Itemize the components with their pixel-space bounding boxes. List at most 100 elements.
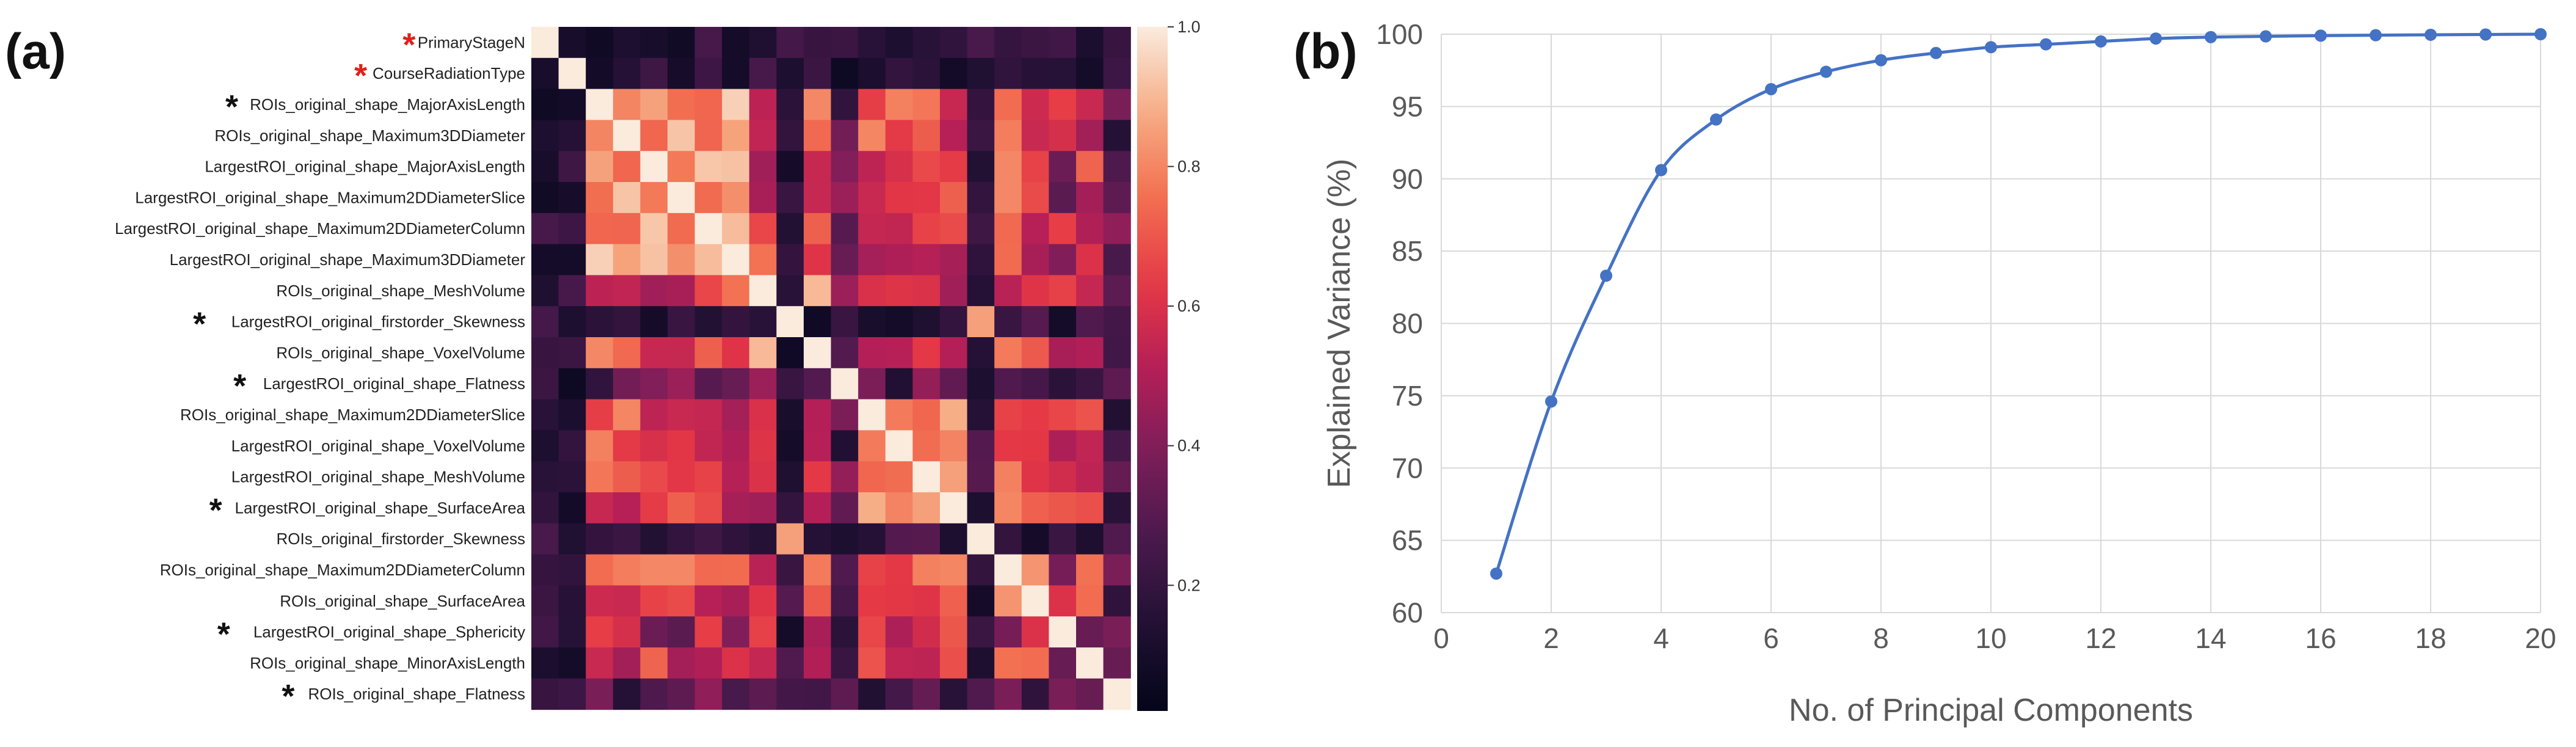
heatmap-cell [613,275,641,307]
heatmap-cell [1103,213,1131,245]
heatmap-cell [1021,151,1049,183]
heatmap-cell [1076,337,1104,369]
heatmap-cell [722,151,750,183]
heatmap-cell [1021,27,1049,59]
heatmap-cell [586,120,614,151]
colorbar-tick-label: 1.0 [1177,18,1201,36]
heatmap-cell [940,89,968,120]
heatmap-cell [994,27,1022,59]
heatmap-cell [1103,678,1131,710]
heatmap-cell [1103,647,1131,679]
heatmap-cell [613,430,641,462]
heatmap-cell [586,151,614,183]
heatmap-cell [1049,585,1077,617]
data-point [1710,113,1722,126]
heatmap-cell [776,151,804,183]
heatmap-cell [694,523,722,555]
heatmap-cell [776,275,804,307]
heatmap-cell [967,244,995,275]
heatmap-cell [722,57,750,90]
heatmap-cell [940,585,968,617]
heatmap-cell [858,368,886,400]
heatmap-cell [1021,120,1049,151]
heatmap-cell [1076,678,1104,710]
heatmap-cell [885,461,913,493]
heatmap-cell [668,492,696,524]
data-point [1930,46,1942,59]
heatmap-cell [885,492,913,524]
heatmap-cell [749,120,777,151]
heatmap-cell [749,244,777,275]
heatmap-cell [994,89,1022,120]
heatmap-cell [531,213,559,245]
heatmap-cell [1076,120,1104,151]
explained-variance-line [1494,32,2541,574]
heatmap-cell [531,492,559,524]
x-tick-label: 10 [1975,622,2006,654]
heatmap-cell [558,430,586,462]
heatmap-cell [668,213,696,245]
heatmap-cell [558,647,586,679]
heatmap-cell [1049,57,1077,90]
explained-variance-panel: 0 2 4 6 8 10 12 14 16 18 20 60 65 70 75 80 85 90 95 100 No. … [1283,0,2576,744]
heatmap-cell [1076,647,1104,679]
heatmap-cell [776,120,804,151]
heatmap-cell [1103,461,1131,493]
heatmap-cell [694,678,722,710]
colorbar-tick-label: 0.8 [1177,158,1201,176]
data-point [1875,54,1887,67]
heatmap-cell [1076,57,1104,90]
heatmap-cell [776,616,804,648]
heatmap-cell [1021,213,1049,245]
heatmap-cell [558,275,586,307]
heatmap-cell [967,585,995,617]
heatmap-cell [694,616,722,648]
heatmap-cell [885,523,913,555]
heatmap-cell [912,244,941,275]
heatmap-cell [722,89,750,120]
heatmap-cell [1021,461,1049,493]
heatmap-cell [858,399,886,431]
heatmap-cell [831,616,859,648]
heatmap-cell [749,430,777,462]
heatmap-cell [776,368,804,400]
heatmap-cell [967,492,995,524]
heatmap-cell [804,89,832,120]
heatmap-cell [912,585,941,617]
heatmap-cell [558,523,586,555]
heatmap-cell [885,275,913,307]
heatmap-cell [831,182,859,214]
heatmap-cell [831,306,859,338]
heatmap-cell [858,492,886,524]
heatmap-cell [749,213,777,245]
heatmap-cell [694,89,722,120]
heatmap-row-label: ROIs_original_shape_MinorAxisLength [250,654,525,672]
heatmap-cell [967,337,995,369]
heatmap-cell [940,275,968,307]
heatmap-cell [858,678,886,710]
heatmap-cell [668,275,696,307]
heatmap-cell [804,616,832,648]
data-point [1600,269,1612,282]
heatmap-row-label: LargestROI_original_shape_MajorAxisLengt… [205,158,525,176]
heatmap-cell [640,213,668,245]
heatmap-cell [776,492,804,524]
heatmap-cell [776,554,804,586]
heatmap-cell [1049,151,1077,183]
heatmap-cell [722,306,750,338]
heatmap-cell [531,368,559,400]
heatmap-cell [694,461,722,493]
heatmap-cell [804,337,832,369]
heatmap-cell [804,244,832,275]
heatmap-cell [749,57,777,90]
heatmap-cell [531,399,559,431]
heatmap-cell [912,647,941,679]
heatmap-cell [640,492,668,524]
heatmap-cell [940,213,968,245]
heatmap-cell [722,182,750,214]
heatmap-cell [694,244,722,275]
heatmap-cell [994,399,1022,431]
heatmap-cell [858,585,886,617]
heatmap-cell [967,89,995,120]
heatmap-cell [967,523,995,555]
